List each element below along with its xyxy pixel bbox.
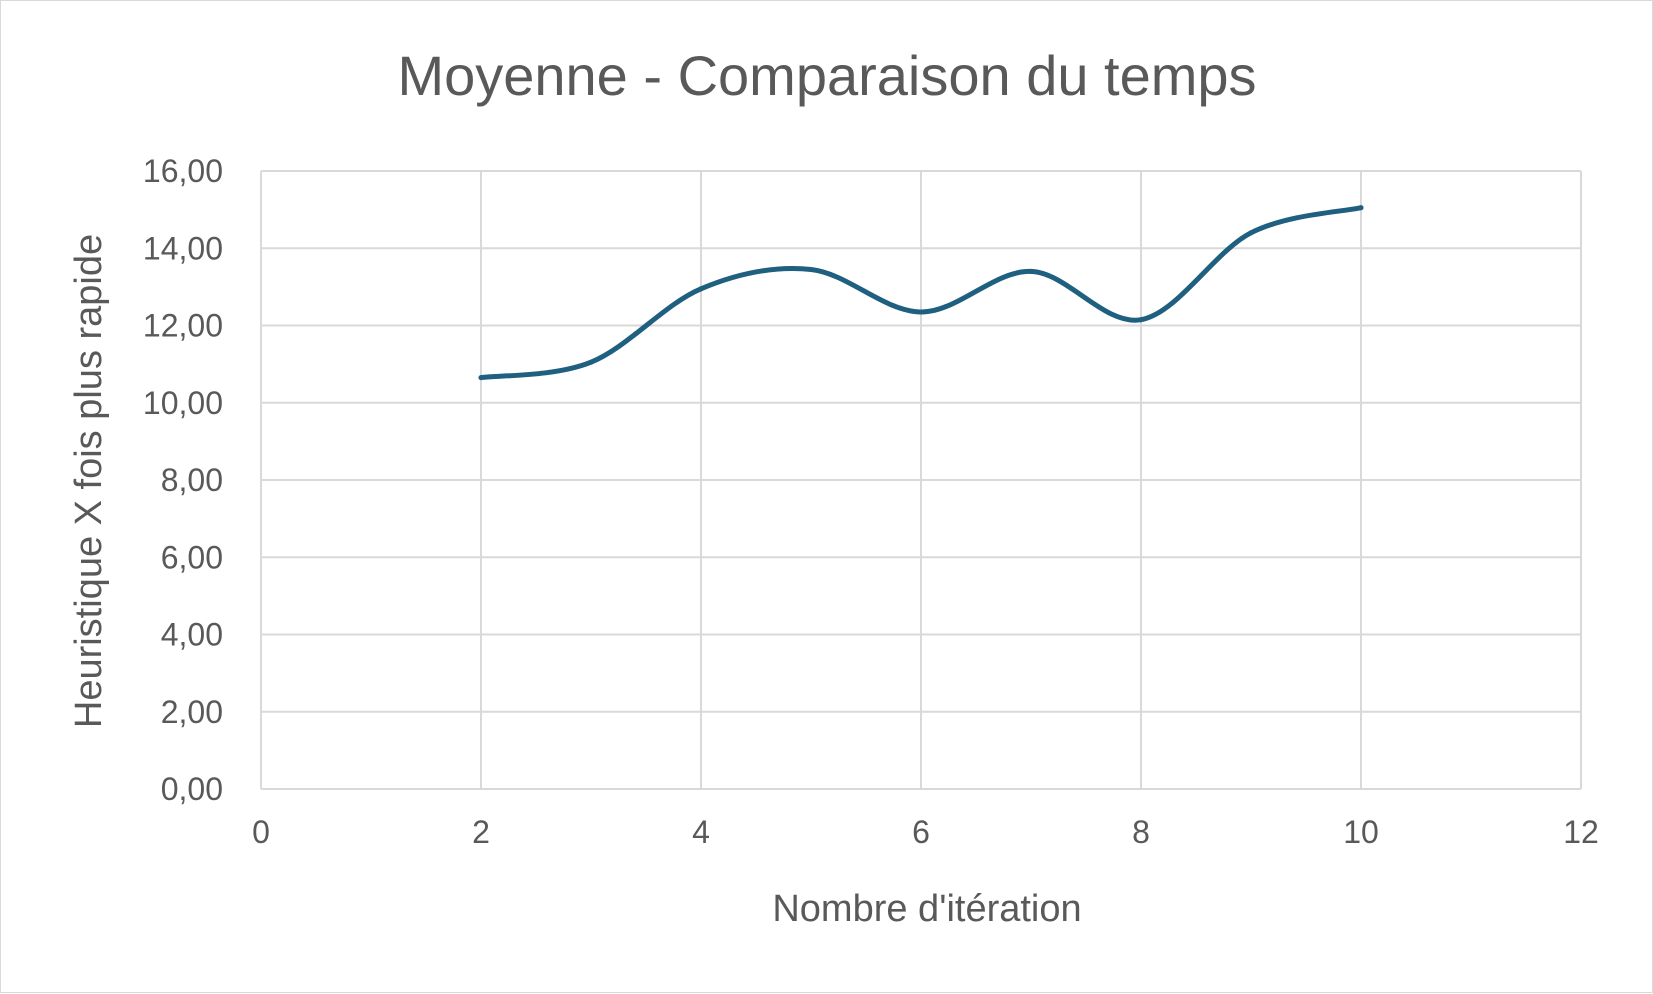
chart-title: Moyenne - Comparaison du temps bbox=[397, 44, 1256, 107]
y-tick-label: 8,00 bbox=[161, 462, 223, 498]
tick-labels: 0,00 2,00 4,00 6,00 8,00 10,00 12,00 14,00 16,00… bbox=[143, 153, 1599, 850]
y-tick-label: 12,00 bbox=[143, 308, 223, 344]
y-tick-label: 2,00 bbox=[161, 694, 223, 730]
data-point bbox=[918, 309, 924, 315]
data-point bbox=[808, 266, 814, 272]
data-point bbox=[1358, 205, 1364, 211]
y-tick-label: 10,00 bbox=[143, 385, 223, 421]
data-point bbox=[588, 359, 594, 365]
series-layer bbox=[478, 205, 1364, 381]
x-tick-label: 8 bbox=[1132, 814, 1150, 850]
data-point bbox=[1138, 317, 1144, 323]
data-point bbox=[1248, 230, 1254, 236]
data-point bbox=[478, 375, 484, 381]
y-tick-label: 0,00 bbox=[161, 771, 223, 807]
y-tick-label: 14,00 bbox=[143, 230, 223, 266]
data-point bbox=[1028, 268, 1034, 274]
x-tick-label: 2 bbox=[472, 814, 490, 850]
x-tick-label: 6 bbox=[912, 814, 930, 850]
y-tick-label: 4,00 bbox=[161, 617, 223, 653]
y-tick-label: 16,00 bbox=[143, 153, 223, 189]
x-axis-title: Nombre d'itération bbox=[772, 888, 1081, 930]
x-tick-label: 0 bbox=[252, 814, 270, 850]
x-tick-label: 10 bbox=[1343, 814, 1379, 850]
grid-layer bbox=[260, 170, 1582, 790]
x-tick-label: 12 bbox=[1563, 814, 1599, 850]
y-axis-title: Heuristique X fois plus rapide bbox=[68, 234, 110, 728]
x-tick-label: 4 bbox=[692, 814, 710, 850]
y-tick-label: 6,00 bbox=[161, 539, 223, 575]
data-point bbox=[698, 286, 704, 292]
